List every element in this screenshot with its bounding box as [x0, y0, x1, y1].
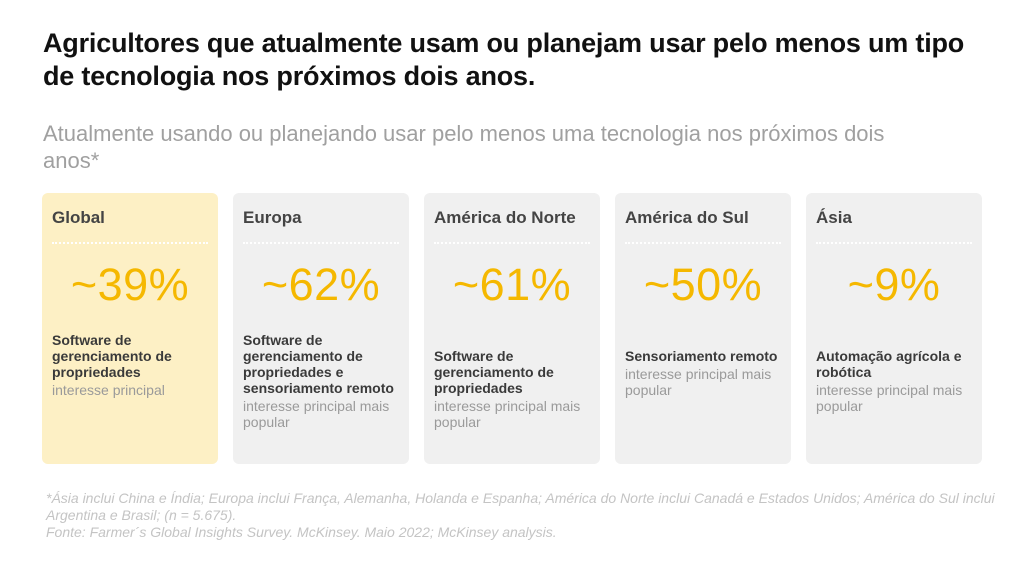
percentage-value: ~50%	[643, 259, 763, 310]
interest-description: Automação agrícola e robótica interesse p…	[816, 348, 976, 414]
footnote-regions: *Ásia inclui China e Índia; Europa inclu…	[46, 490, 995, 523]
region-name: América do Norte	[434, 208, 576, 227]
region-name: Europa	[243, 208, 302, 227]
dotted-divider	[243, 242, 399, 244]
region-card-asia: Ásia ~9% Automação agrícola e robótica inte…	[806, 193, 982, 464]
region-card-global: Global ~39% Software de gerenciamento de p…	[42, 193, 218, 464]
main-interest: Automação agrícola e robótica	[816, 348, 962, 380]
interest-note: interesse principal mais popular	[625, 366, 772, 398]
dotted-divider	[434, 242, 590, 244]
footnote: *Ásia inclui China e Índia; Europa inclu…	[46, 490, 996, 541]
interest-note: interesse principal mais popular	[434, 398, 581, 430]
interest-description: Software de gerenciamento de propriedade…	[243, 332, 403, 430]
region-name: América do Sul	[625, 208, 749, 227]
region-card-europa: Europa ~62% Software de gerenciamento de p…	[233, 193, 409, 464]
interest-description: Software de gerenciamento de propriedade…	[434, 348, 594, 430]
percentage-value: ~39%	[70, 259, 190, 310]
interest-note: interesse principal mais popular	[243, 398, 390, 430]
region-name: Global	[52, 208, 105, 227]
dotted-divider	[52, 242, 208, 244]
footnote-source: Fonte: Farmer´s Global Insights Survey. …	[46, 524, 557, 540]
percentage-value: ~9%	[847, 259, 941, 310]
main-interest: Software de gerenciamento de propriedade…	[434, 348, 554, 396]
main-interest: Sensoriamento remoto	[625, 348, 778, 364]
interest-description: Software de gerenciamento de propriedade…	[52, 332, 212, 398]
percentage-value: ~61%	[452, 259, 572, 310]
dotted-divider	[625, 242, 781, 244]
region-name: Ásia	[816, 208, 852, 227]
chart-title: Agricultores que atualmente usam ou plan…	[43, 28, 965, 91]
main-interest: Software de gerenciamento de propriedade…	[243, 332, 394, 396]
interest-note: interesse principal	[52, 382, 165, 398]
region-card-america-do-norte: América do Norte ~61% Software de gerencia…	[424, 193, 600, 464]
chart-subtitle: Atualmente usando ou planejando usar pel…	[43, 121, 885, 173]
interest-description: Sensoriamento remoto interesse principal …	[625, 348, 785, 398]
region-card-america-do-sul: América do Sul ~50% Sensoriamento remoto in…	[615, 193, 791, 464]
interest-note: interesse principal mais popular	[816, 382, 963, 414]
dotted-divider	[816, 242, 972, 244]
main-interest: Software de gerenciamento de propriedade…	[52, 332, 172, 380]
percentage-value: ~62%	[261, 259, 381, 310]
